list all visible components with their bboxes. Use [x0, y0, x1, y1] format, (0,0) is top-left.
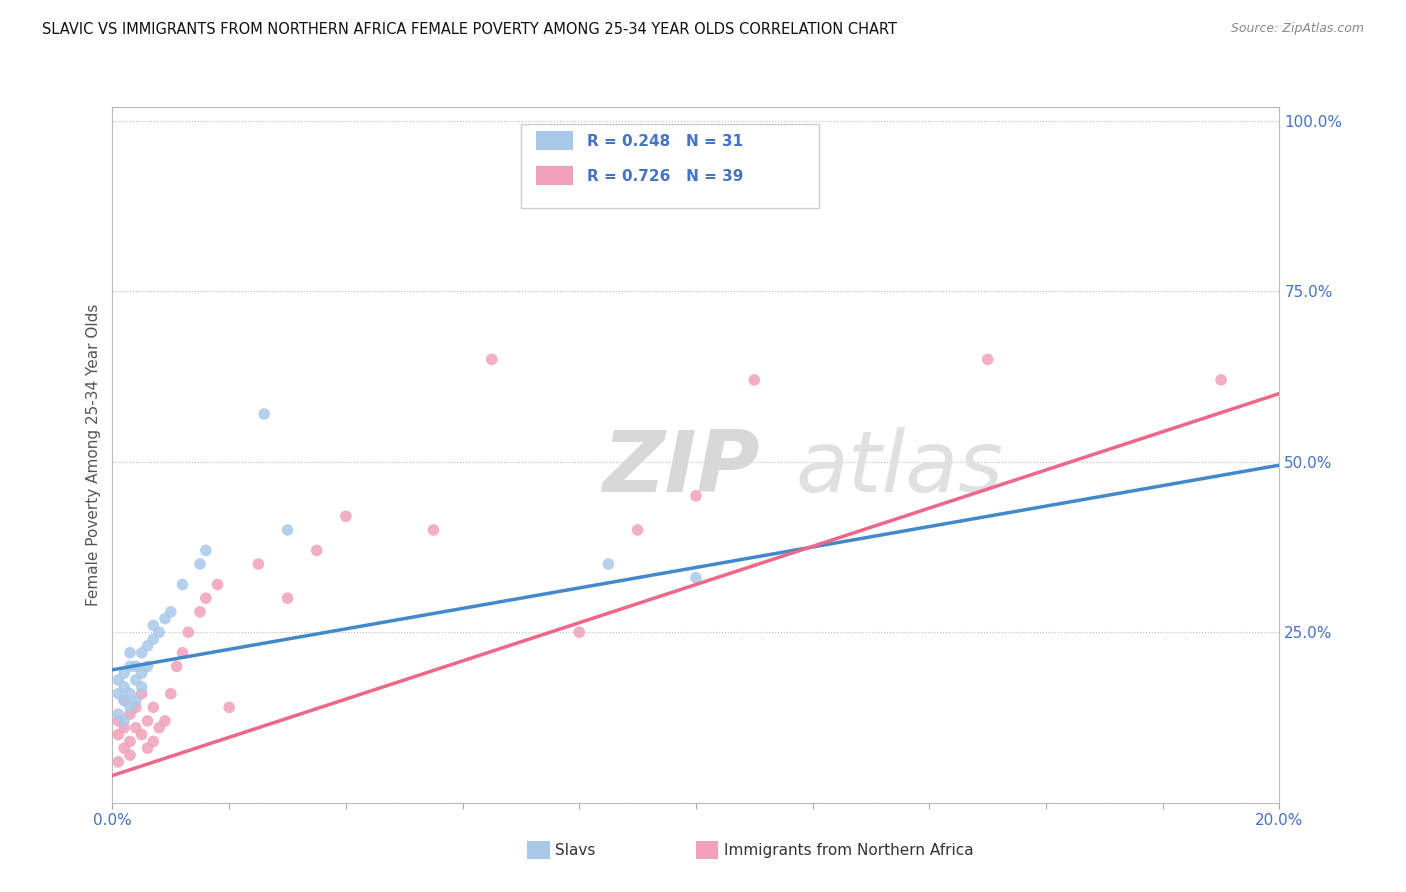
Point — [276, 523, 298, 537]
Point — [568, 625, 591, 640]
Point — [118, 747, 141, 762]
Point — [218, 700, 240, 714]
Point — [188, 605, 211, 619]
Point — [118, 707, 141, 722]
Y-axis label: Female Poverty Among 25-34 Year Olds: Female Poverty Among 25-34 Year Olds — [86, 304, 101, 606]
Point — [142, 618, 165, 632]
Point — [136, 659, 159, 673]
Point — [166, 659, 188, 673]
Point — [1209, 373, 1232, 387]
Point — [148, 721, 170, 735]
Point — [685, 571, 707, 585]
Point — [136, 639, 159, 653]
Point — [112, 680, 135, 694]
Point — [685, 489, 707, 503]
Point — [142, 734, 165, 748]
Text: ZIP: ZIP — [603, 427, 761, 510]
Point — [125, 700, 148, 714]
Point — [177, 625, 200, 640]
Point — [247, 557, 270, 571]
Text: Slavs: Slavs — [555, 843, 596, 857]
Point — [136, 741, 159, 756]
Point — [112, 693, 135, 707]
Point — [422, 523, 444, 537]
Point — [335, 509, 357, 524]
Point — [131, 680, 153, 694]
Text: atlas: atlas — [796, 427, 1002, 510]
Point — [107, 687, 129, 701]
Point — [107, 755, 129, 769]
Point — [107, 673, 129, 687]
Point — [131, 666, 153, 681]
Point — [160, 605, 183, 619]
Point — [142, 700, 165, 714]
Point — [626, 523, 648, 537]
Point — [125, 659, 148, 673]
FancyBboxPatch shape — [520, 124, 818, 208]
Point — [118, 687, 141, 701]
Point — [125, 673, 148, 687]
Point — [136, 714, 159, 728]
Bar — [536, 166, 574, 185]
Point — [153, 612, 176, 626]
Point — [112, 721, 135, 735]
Point — [305, 543, 328, 558]
Point — [125, 721, 148, 735]
Point — [194, 591, 217, 606]
Point — [207, 577, 229, 591]
Point — [118, 734, 141, 748]
Point — [481, 352, 503, 367]
Point — [160, 687, 183, 701]
Point — [118, 700, 141, 714]
Point — [598, 557, 620, 571]
Point — [112, 714, 135, 728]
Point — [188, 557, 211, 571]
Point — [118, 659, 141, 673]
Point — [172, 577, 194, 591]
Point — [131, 728, 153, 742]
Point — [112, 741, 135, 756]
Point — [153, 714, 176, 728]
Text: SLAVIC VS IMMIGRANTS FROM NORTHERN AFRICA FEMALE POVERTY AMONG 25-34 YEAR OLDS C: SLAVIC VS IMMIGRANTS FROM NORTHERN AFRIC… — [42, 22, 897, 37]
Point — [107, 707, 129, 722]
Point — [276, 591, 298, 606]
Point — [194, 543, 217, 558]
Point — [118, 646, 141, 660]
Point — [142, 632, 165, 646]
Bar — [536, 131, 574, 150]
Point — [107, 714, 129, 728]
Point — [742, 373, 765, 387]
Point — [148, 625, 170, 640]
Point — [131, 646, 153, 660]
Point — [976, 352, 998, 367]
Point — [112, 693, 135, 707]
Point — [125, 693, 148, 707]
Text: R = 0.248   N = 31: R = 0.248 N = 31 — [588, 135, 744, 149]
Point — [253, 407, 276, 421]
Text: Source: ZipAtlas.com: Source: ZipAtlas.com — [1230, 22, 1364, 36]
Point — [112, 666, 135, 681]
Text: Immigrants from Northern Africa: Immigrants from Northern Africa — [724, 843, 974, 857]
Point — [131, 687, 153, 701]
Point — [172, 646, 194, 660]
Text: R = 0.726   N = 39: R = 0.726 N = 39 — [588, 169, 744, 184]
Point — [107, 728, 129, 742]
